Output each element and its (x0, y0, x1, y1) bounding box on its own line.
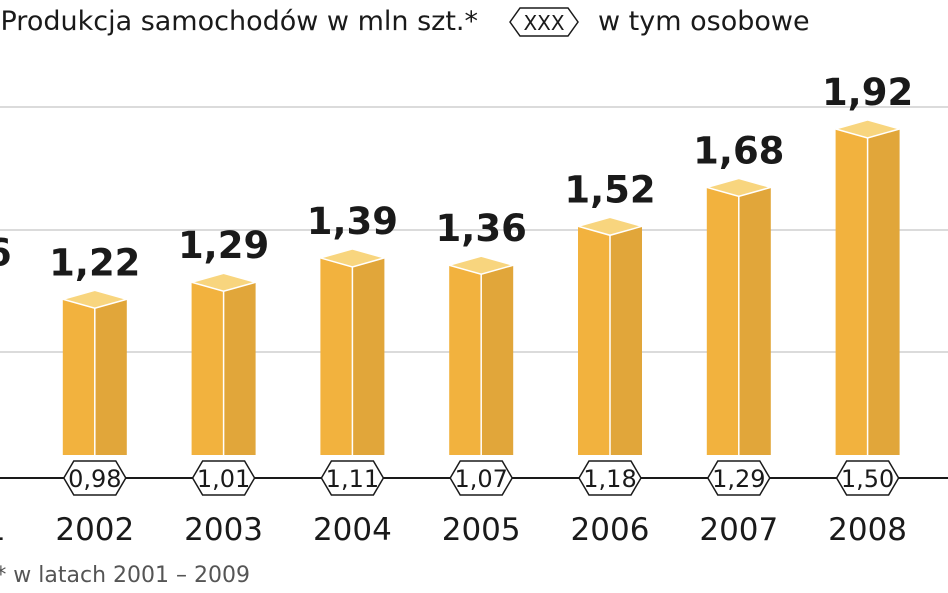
value-label: 1,68 (693, 129, 784, 172)
legend-marker-label: XXX (523, 11, 564, 35)
bar-face-right (223, 282, 256, 455)
x-tick-label: 2006 (571, 512, 650, 548)
bar-cap (575, 216, 645, 237)
passenger-marker (706, 460, 771, 496)
bar-cap (446, 255, 516, 275)
passenger-label: 1,11 (326, 465, 379, 493)
bar-face-left (191, 282, 224, 455)
x-tick-label: 2008 (828, 512, 907, 548)
bar-face-right (738, 187, 771, 455)
x-tick-label: 2003 (184, 512, 263, 548)
passenger-label: 1,01 (197, 465, 250, 493)
bar (188, 272, 259, 455)
bar (317, 248, 388, 455)
passenger-marker (191, 460, 256, 496)
bar-face-right (94, 299, 127, 455)
bar (446, 255, 516, 455)
passenger-marker (835, 460, 900, 496)
passenger-label: 1,50 (841, 465, 894, 493)
passenger-label: 1,29 (712, 465, 765, 493)
value-label: 1,39 (307, 200, 398, 243)
footnote: * w latach 2001 – 2009 (0, 563, 250, 588)
bar-cap (317, 248, 388, 268)
legend-label: w tym osobowe (598, 6, 810, 37)
bar-face-left (449, 265, 482, 455)
value-label: 1,22 (49, 241, 140, 284)
legend-marker (509, 7, 579, 37)
x-tick-label: 2005 (442, 512, 521, 548)
passenger-marker (320, 460, 385, 496)
value-label: 1,92 (822, 71, 913, 114)
bar-cap (60, 289, 130, 310)
bar-cap (704, 177, 774, 198)
x-tick-label: 2007 (699, 512, 778, 548)
bar (704, 177, 774, 455)
bar-face-left (62, 299, 95, 455)
bar (832, 119, 903, 455)
passenger-marker (62, 460, 127, 496)
value-label: 1,36 (436, 207, 527, 250)
value-label: 1,52 (564, 168, 655, 211)
bar-cap (832, 119, 903, 139)
bar-face-right (481, 265, 514, 455)
passenger-marker (449, 460, 514, 496)
value-label: 1,29 (178, 224, 269, 267)
passenger-marker (578, 460, 642, 496)
bar-face-left (320, 257, 353, 455)
x-tick-label: 2001 (0, 512, 5, 548)
bar-face-right (867, 128, 900, 455)
bar (575, 216, 645, 455)
chart-title: Produkcja samochodów w mln szt.* (1, 6, 479, 37)
passenger-label: 1,18 (583, 465, 636, 493)
passenger-label: 1,07 (454, 465, 507, 493)
bar-face-left (706, 187, 739, 455)
x-tick-label: 2004 (313, 512, 392, 548)
passenger-label: 0,98 (68, 465, 121, 493)
bar-face-right (352, 257, 385, 455)
bar-face-right (610, 226, 642, 455)
bar-face-left (578, 226, 610, 455)
bar-cap (188, 272, 259, 293)
bar (60, 289, 130, 455)
value-label: 1,26 (0, 232, 12, 275)
bar-face-left (835, 128, 868, 455)
x-tick-label: 2002 (55, 512, 134, 548)
